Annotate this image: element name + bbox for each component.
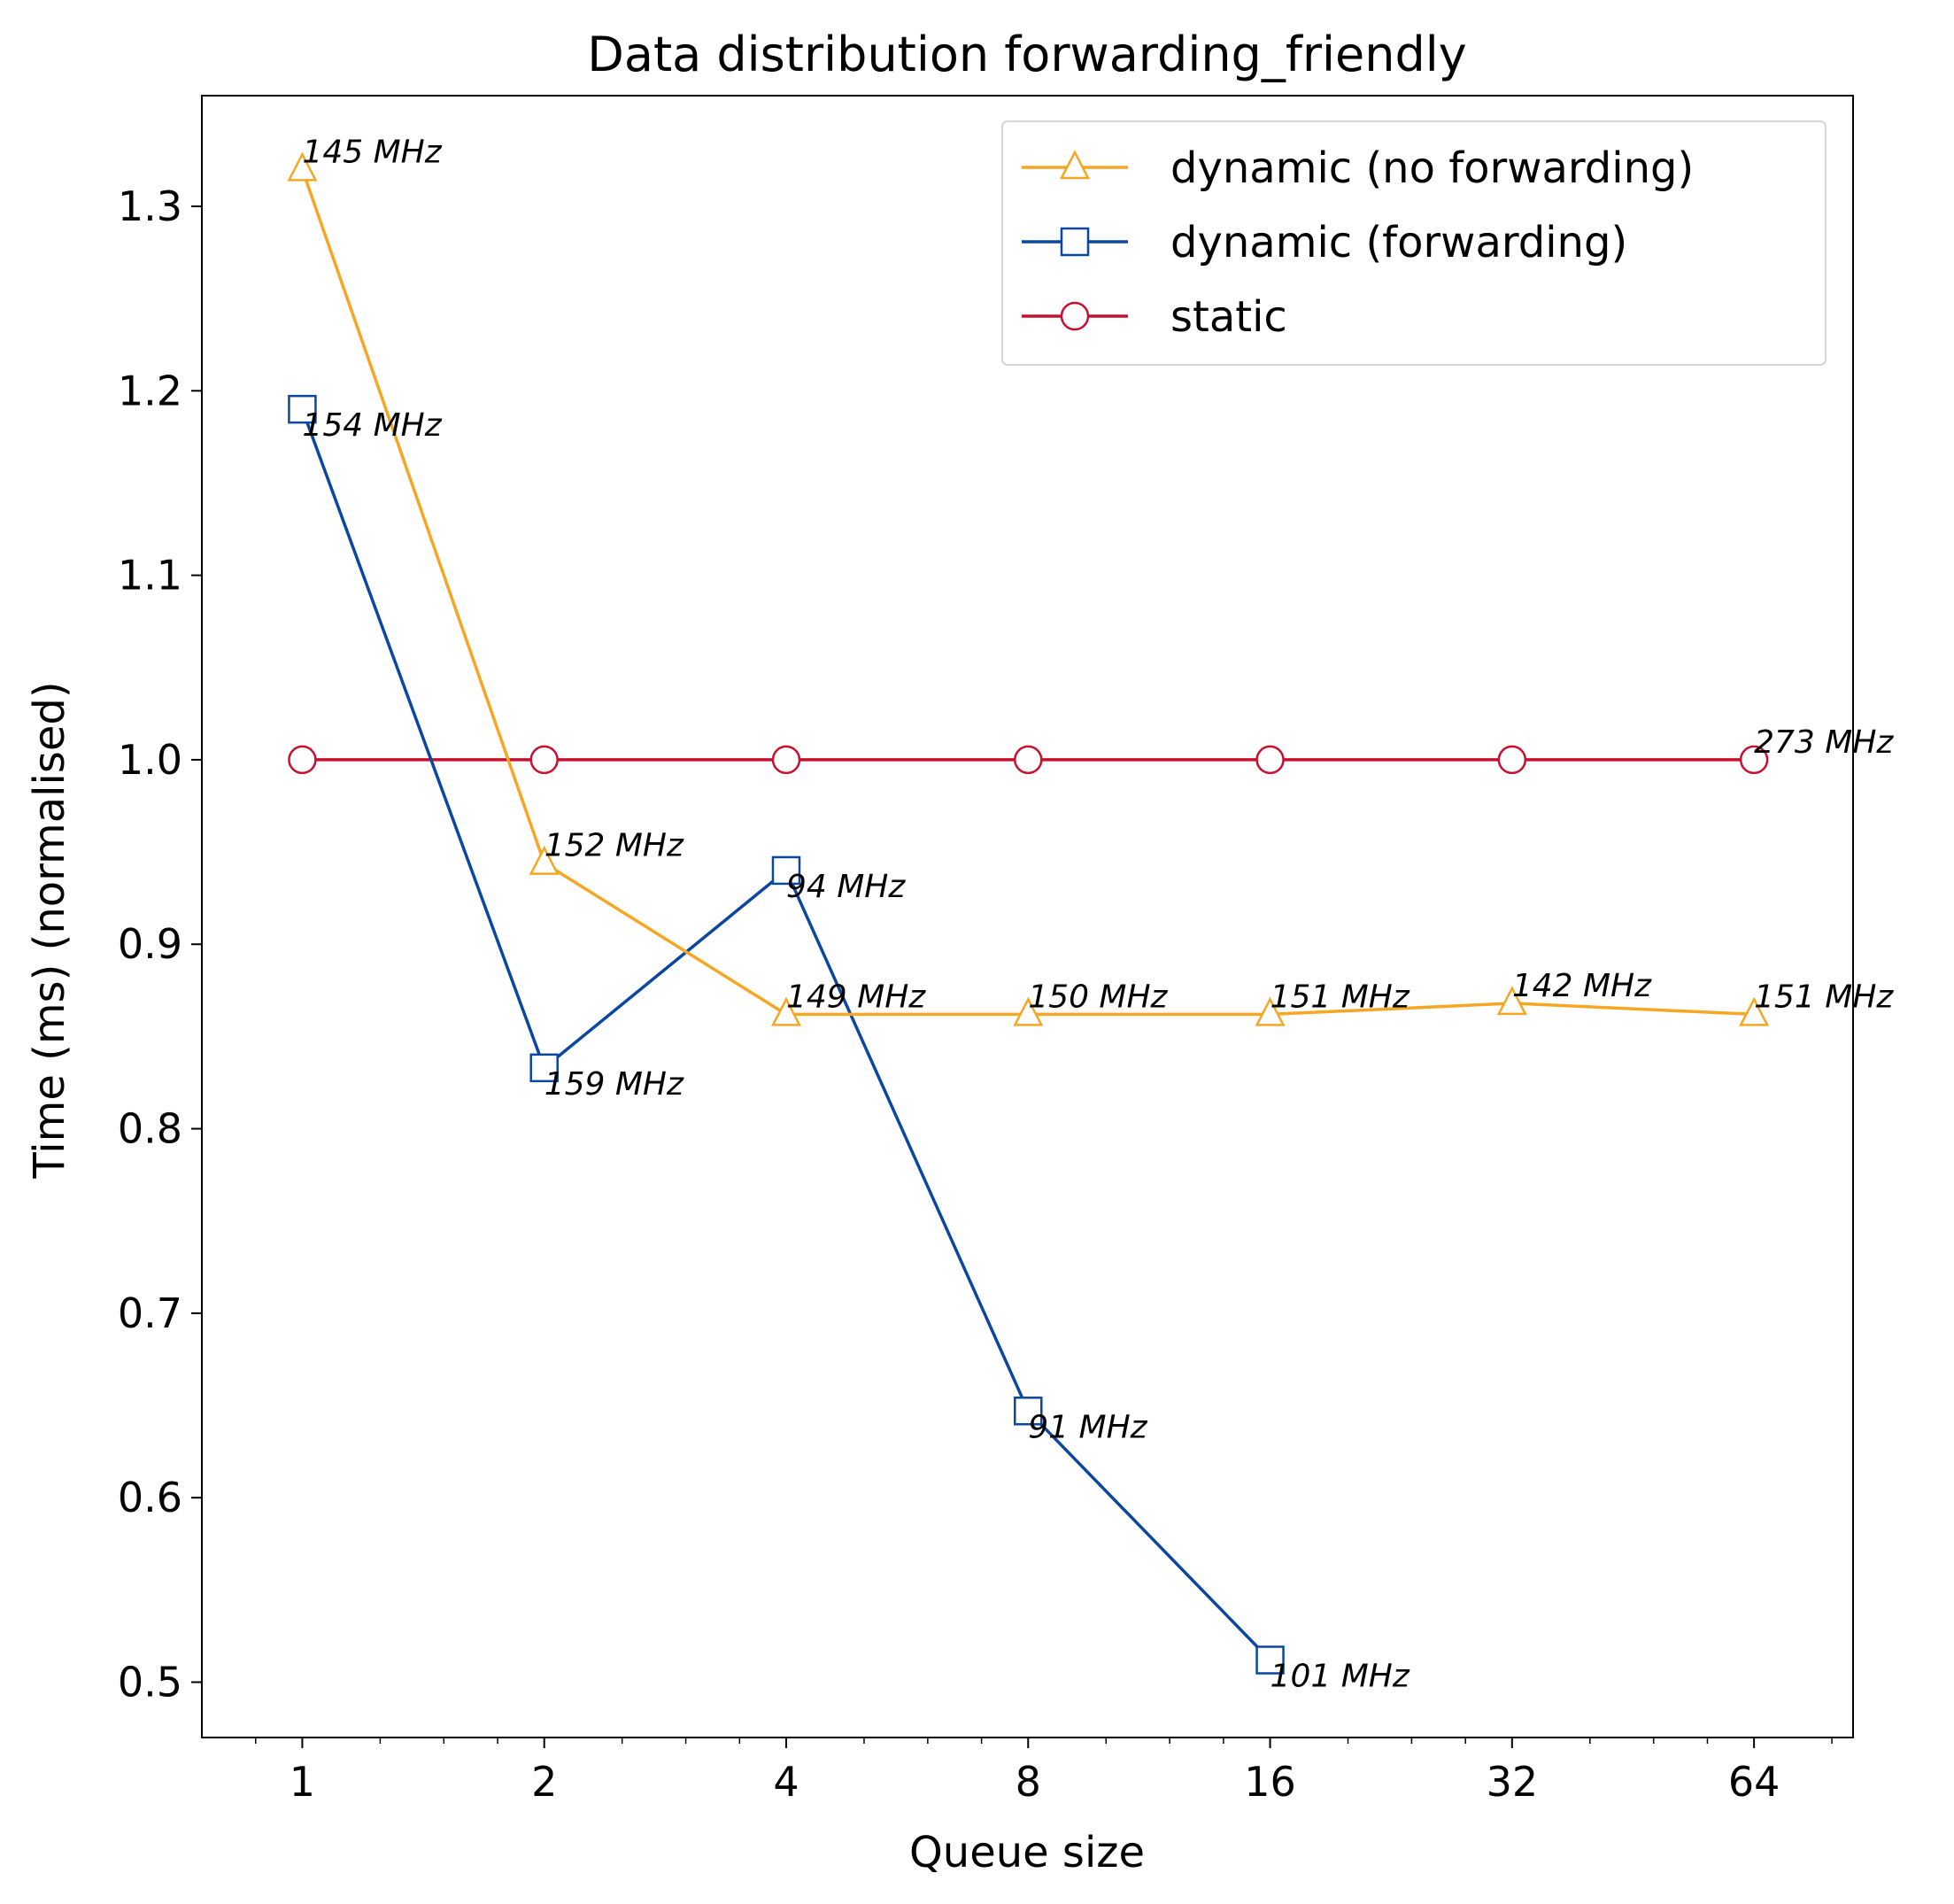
data-point	[1496, 986, 1527, 1016]
plot-area: 1 2 4 8 16 32 64 0.5 0.6 0.7 0.8 0.9 1.0 1.1 1.2 1.3 145…	[118, 95, 1894, 1806]
data-point	[1255, 1645, 1285, 1675]
data-label: 159 MHz	[544, 1066, 684, 1103]
data-label: 151 MHz	[1754, 979, 1894, 1015]
x-tick-label: 2	[531, 1758, 557, 1806]
y-tick-label: 1.1	[118, 552, 182, 600]
data-label: 154 MHz	[302, 407, 442, 444]
data-label: 94 MHz	[786, 869, 906, 905]
legend-label: dynamic (forwarding)	[1170, 218, 1627, 267]
data-point	[1255, 996, 1286, 1026]
legend-label: static	[1170, 292, 1287, 342]
data-point	[287, 151, 318, 182]
x-tick-label: 64	[1728, 1758, 1780, 1806]
y-tick-label: 1.3	[118, 182, 182, 230]
y-axis-label: Time (ms) (normalised)	[25, 681, 74, 1179]
data-point	[288, 745, 317, 775]
data-point	[1739, 745, 1769, 775]
data-point	[1497, 745, 1527, 775]
data-point	[529, 845, 560, 875]
data-point	[529, 1053, 559, 1083]
data-point	[1255, 745, 1285, 775]
data-point	[771, 745, 801, 775]
legend-marker	[1059, 150, 1091, 180]
x-tick-label: 8	[1016, 1758, 1041, 1806]
data-label: 152 MHz	[544, 828, 684, 864]
data-label: 273 MHz	[1754, 724, 1894, 761]
data-point	[1739, 996, 1770, 1026]
data-label: 145 MHz	[302, 134, 442, 170]
legend-box	[1001, 120, 1827, 366]
data-point	[529, 745, 559, 775]
y-tick-label: 0.8	[118, 1105, 182, 1153]
y-tick-label: 0.6	[118, 1474, 182, 1521]
y-tick-label: 1.2	[118, 367, 182, 414]
x-tick-label: 32	[1487, 1758, 1539, 1806]
data-label: 151 MHz	[1270, 979, 1410, 1015]
legend-marker	[1060, 227, 1090, 257]
legend-label: dynamic (no forwarding)	[1170, 143, 1694, 193]
data-point	[770, 996, 802, 1026]
data-label: 91 MHz	[1028, 1409, 1147, 1445]
legend-marker	[1060, 301, 1090, 331]
x-tick-label: 16	[1244, 1758, 1296, 1806]
x-tick-label: 4	[773, 1758, 799, 1806]
y-tick-label: 1.0	[118, 736, 182, 784]
data-label: 149 MHz	[786, 979, 926, 1015]
data-point	[288, 394, 317, 424]
data-point	[1013, 996, 1044, 1026]
y-tick-label: 0.5	[118, 1659, 182, 1707]
chart-title: Data distribution forwarding_friendly	[587, 27, 1466, 82]
y-tick-label: 0.7	[118, 1289, 182, 1337]
data-point	[1014, 1397, 1043, 1426]
data-label: 101 MHz	[1270, 1659, 1410, 1695]
data-point	[1014, 745, 1043, 775]
data-point	[771, 855, 801, 886]
x-tick-label: 1	[290, 1758, 315, 1806]
x-axis-label: Queue size	[909, 1828, 1145, 1877]
data-label: 142 MHz	[1512, 968, 1652, 1004]
y-tick-label: 0.9	[118, 920, 182, 968]
data-label: 150 MHz	[1028, 979, 1168, 1015]
